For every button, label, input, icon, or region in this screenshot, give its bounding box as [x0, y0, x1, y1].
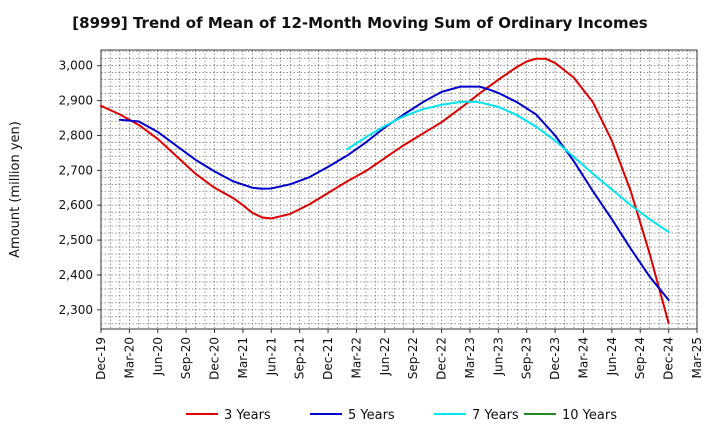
x-tick-label: Sep-23 [520, 337, 534, 379]
plot-area [101, 50, 697, 329]
x-tick-label: Mar-22 [349, 337, 363, 378]
x-tick-label: Sep-22 [406, 337, 420, 379]
y-axis-label: Amount (million yen) [8, 121, 23, 258]
y-tick-label: 2,800 [59, 128, 93, 142]
series-line-7-years [345, 100, 670, 234]
plot-frame [100, 49, 698, 330]
x-tick-label: Jun-22 [378, 337, 392, 376]
x-tick-label: Mar-24 [576, 337, 590, 378]
x-tick-label: Dec-19 [94, 337, 108, 380]
legend-label: 5 Years [348, 408, 395, 423]
x-tick-label: Jun-21 [264, 337, 278, 376]
y-tick-label: 2,400 [59, 268, 93, 282]
y-tick-label: 2,700 [59, 163, 93, 177]
legend-label: 10 Years [562, 408, 617, 423]
series-line-3-years [100, 57, 670, 325]
x-tick-label: Sep-24 [633, 337, 647, 379]
x-tick-label: Sep-20 [179, 337, 193, 379]
legend-label: 7 Years [472, 408, 519, 423]
x-tick-label: Dec-22 [435, 337, 449, 380]
y-tick-label: 2,600 [59, 198, 93, 212]
y-tick-label: 2,900 [59, 94, 93, 108]
chart-title: [8999] Trend of Mean of 12-Month Moving … [72, 14, 648, 32]
x-tick-label: Mar-25 [690, 337, 704, 378]
y-tick-label: 3,000 [59, 59, 93, 73]
x-tick-label: Mar-20 [122, 337, 136, 378]
y-tick-label: 2,300 [59, 303, 93, 317]
x-tick-label: Dec-24 [662, 337, 676, 380]
x-tick-label: Dec-20 [208, 337, 222, 380]
y-tick-label: 2,500 [59, 233, 93, 247]
x-tick-label: Jun-20 [151, 337, 165, 376]
x-tick-label: Jun-23 [491, 337, 505, 376]
x-tick-label: Mar-21 [236, 337, 250, 378]
x-tick-label: Sep-21 [293, 337, 307, 379]
x-tick-label: Jun-24 [605, 337, 619, 376]
x-tick-label: Mar-23 [463, 337, 477, 378]
x-tick-label: Dec-23 [548, 337, 562, 380]
x-tick-label: Dec-21 [321, 337, 335, 380]
legend-label: 3 Years [224, 408, 271, 423]
